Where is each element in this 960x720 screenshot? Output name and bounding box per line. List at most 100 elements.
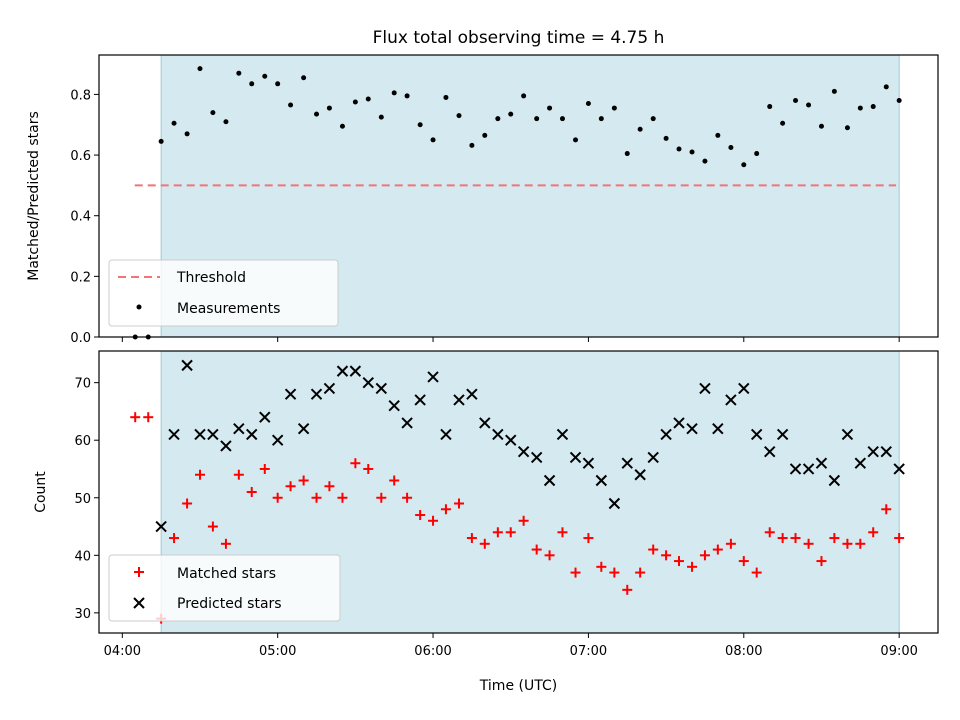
matched-star-point bbox=[673, 556, 684, 567]
measurement-point bbox=[262, 73, 268, 79]
bottom-y-tick-label: 30 bbox=[74, 607, 91, 622]
predicted-star-stroke bbox=[660, 428, 672, 441]
predicted-star-stroke bbox=[815, 457, 828, 469]
predicted-star-stroke bbox=[401, 417, 413, 429]
predicted-star-point bbox=[725, 394, 737, 406]
measurement-point bbox=[780, 120, 786, 126]
matched-star-point bbox=[505, 527, 516, 538]
top-y-ticks: 0.0 0.2 0.4 0.6 0.8 bbox=[70, 88, 99, 346]
predicted-star-point bbox=[440, 428, 452, 441]
predicted-star-point bbox=[505, 434, 517, 446]
bottom-x-tick-label: 06:00 bbox=[414, 644, 451, 659]
predicted-star-stroke bbox=[297, 422, 310, 435]
predicted-star-point bbox=[582, 457, 595, 469]
matched-star-point bbox=[725, 538, 736, 549]
predicted-star-point bbox=[647, 451, 659, 464]
measurement-point bbox=[598, 116, 604, 122]
bottom-points-group bbox=[130, 359, 905, 624]
predicted-star-point bbox=[284, 388, 297, 400]
measurement-point bbox=[378, 114, 384, 120]
predicted-star-point bbox=[181, 359, 193, 372]
predicted-star-stroke bbox=[284, 388, 297, 400]
predicted-star-point bbox=[323, 382, 336, 395]
top-y-axis-label: Matched/Predicted stars bbox=[26, 111, 42, 281]
measurement-point bbox=[184, 131, 190, 137]
predicted-star-point bbox=[634, 469, 646, 481]
matched-star-point bbox=[233, 469, 244, 480]
matched-star-point bbox=[428, 515, 439, 526]
measurement-point bbox=[637, 126, 643, 132]
matched-star-point bbox=[169, 533, 180, 544]
measurement-point bbox=[831, 88, 837, 94]
matched-star-point bbox=[259, 463, 270, 474]
matched-star-point bbox=[324, 481, 335, 492]
measurement-point bbox=[249, 81, 255, 87]
top-y-tick-label: 0.0 bbox=[70, 331, 91, 346]
predicted-star-point bbox=[349, 365, 362, 377]
matched-star-point bbox=[790, 533, 801, 544]
matched-star-point bbox=[130, 412, 141, 423]
measurement-point bbox=[352, 99, 358, 105]
predicted-star-stroke bbox=[259, 411, 271, 423]
matched-star-point bbox=[246, 487, 257, 497]
matched-star-point bbox=[661, 550, 672, 561]
predicted-star-stroke bbox=[595, 474, 608, 487]
predicted-star-stroke bbox=[699, 382, 711, 395]
matched-star-point bbox=[466, 533, 477, 544]
predicted-star-point bbox=[479, 417, 491, 429]
measurement-point bbox=[326, 105, 332, 111]
predicted-star-stroke bbox=[750, 428, 763, 441]
predicted-star-stroke bbox=[388, 399, 400, 412]
predicted-star-stroke bbox=[802, 463, 815, 475]
bottom-y-tick-label: 40 bbox=[74, 549, 91, 564]
legend-matched-label: Matched stars bbox=[177, 566, 276, 582]
matched-star-point bbox=[777, 533, 788, 544]
measurement-point bbox=[456, 113, 462, 119]
measurement-point bbox=[158, 138, 164, 144]
predicted-star-point bbox=[686, 422, 698, 435]
predicted-star-point bbox=[595, 474, 608, 487]
matched-star-point bbox=[143, 412, 154, 423]
predicted-star-point bbox=[621, 457, 633, 469]
predicted-star-stroke bbox=[271, 434, 284, 446]
predicted-star-stroke bbox=[246, 428, 258, 441]
predicted-star-point bbox=[297, 422, 310, 435]
matched-star-point bbox=[881, 504, 892, 515]
matched-star-point bbox=[712, 544, 723, 555]
matched-star-point bbox=[402, 492, 413, 503]
matched-star-point bbox=[596, 561, 607, 572]
predicted-star-point bbox=[699, 382, 711, 395]
measurement-point bbox=[573, 137, 579, 143]
bottom-y-tick-label: 50 bbox=[74, 492, 91, 507]
predicted-star-point bbox=[414, 394, 426, 406]
predicted-star-stroke bbox=[764, 446, 776, 458]
predicted-star-stroke bbox=[880, 446, 892, 458]
top-y-tick-label: 0.6 bbox=[70, 149, 91, 164]
measurement-point bbox=[275, 81, 281, 87]
predicted-star-point bbox=[543, 474, 556, 487]
matched-star-point bbox=[337, 492, 348, 503]
measurement-point bbox=[767, 104, 773, 110]
predicted-star-point bbox=[362, 376, 374, 389]
predicted-star-stroke bbox=[543, 474, 556, 487]
measurement-point bbox=[650, 116, 656, 122]
bottom-axes-frame bbox=[98, 350, 939, 634]
measurement-point bbox=[728, 144, 734, 150]
bottom-x-tick-label: 09:00 bbox=[880, 644, 917, 659]
measurement-point bbox=[741, 162, 747, 168]
predicted-star-stroke bbox=[725, 394, 737, 406]
matched-star-point bbox=[803, 538, 814, 549]
measurement-point bbox=[365, 96, 371, 102]
predicted-star-point bbox=[738, 382, 750, 395]
predicted-star-stroke bbox=[323, 382, 336, 395]
predicted-star-stroke bbox=[168, 428, 180, 441]
legend-threshold-label: Threshold bbox=[176, 270, 246, 286]
matched-star-point bbox=[207, 521, 218, 532]
measurement-point bbox=[857, 105, 863, 111]
measurement-point bbox=[676, 146, 682, 152]
top-y-tick-label: 0.8 bbox=[70, 88, 91, 103]
matched-star-point bbox=[855, 538, 866, 549]
bottom-y-tick-label: 60 bbox=[74, 434, 91, 449]
measurement-point bbox=[715, 132, 721, 138]
measurement-point bbox=[793, 97, 799, 103]
